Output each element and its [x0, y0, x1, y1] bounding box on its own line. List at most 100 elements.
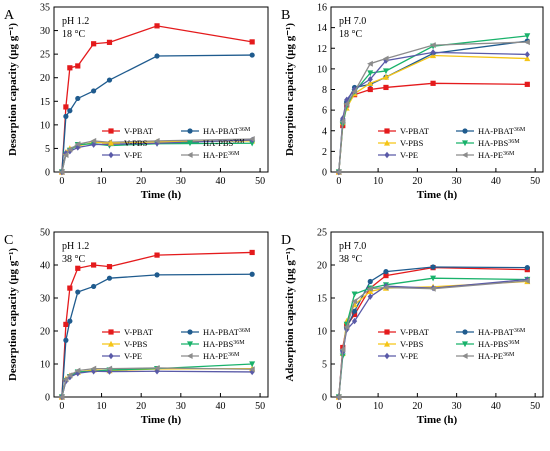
y-tick-label: 20: [40, 327, 50, 338]
data-point: [335, 394, 342, 400]
series-line: [338, 51, 528, 173]
series-ha-pbat-36m: [59, 52, 255, 175]
data-point: [249, 361, 256, 368]
x-tick-label: 20: [412, 401, 422, 412]
legend-item: V-PE: [102, 351, 142, 361]
data-point: [75, 63, 81, 69]
x-tick-label: 10: [373, 176, 383, 187]
data-point: [382, 68, 389, 75]
y-tick-label: 0: [322, 168, 327, 179]
data-point: [66, 372, 73, 379]
condition-ph: pH 1.2: [62, 16, 89, 27]
data-point: [66, 146, 73, 153]
x-tick-label: 10: [373, 401, 383, 412]
condition-temp: 38 °C: [339, 254, 362, 265]
y-tick-label: 16: [317, 3, 327, 14]
panel-a: 0 10 20 30 40 50 0 5 10 15 20 25 30 35 Time (h) Desorpt…: [4, 3, 269, 201]
condition-temp: 18 °C: [62, 29, 85, 40]
series-line: [61, 251, 253, 398]
x-tick-label: 40: [491, 176, 501, 187]
data-point: [67, 285, 73, 291]
legend-swatch-marker: [186, 353, 193, 359]
y-tick-label: 20: [317, 261, 327, 272]
plot-frame: [330, 6, 544, 173]
data-point: [524, 81, 530, 87]
legend-item: V-PBS: [378, 339, 424, 349]
data-point: [249, 52, 255, 58]
legend-item: HA-PBAT36M: [456, 126, 526, 136]
series-line: [61, 25, 253, 173]
y-tick-label: 10: [317, 64, 327, 75]
series-ha-pe-36m: [58, 364, 255, 400]
legend-item: HA-PE36M: [181, 351, 240, 361]
data-point: [106, 39, 113, 45]
data-point: [430, 49, 436, 56]
y-tick-label: 0: [322, 393, 327, 404]
data-point: [351, 88, 358, 95]
data-point: [63, 104, 69, 110]
series-ha-pbs-36m: [335, 275, 531, 401]
panel-letter: D: [281, 233, 291, 248]
legend-swatch-marker: [384, 128, 390, 134]
data-point: [153, 364, 160, 371]
legend-label: HA-PE36M: [478, 351, 515, 361]
legend-label: HA-PBS36M: [478, 339, 520, 349]
legend-swatch-marker: [384, 352, 390, 360]
y-tick-label: 8: [322, 85, 327, 96]
legend-label: V-PBS: [400, 339, 424, 349]
data-point: [153, 137, 160, 144]
data-point: [367, 293, 373, 300]
x-tick-label: 10: [97, 401, 107, 412]
y-tick-label: 5: [322, 360, 327, 371]
data-point: [63, 113, 69, 119]
legend-label: V-PBAT: [124, 327, 154, 337]
legend-item: V-PBS: [102, 138, 148, 148]
data-point: [106, 77, 113, 83]
y-axis-title: Desorption capacity (µg g⁻¹): [7, 248, 19, 381]
x-tick-label: 10: [97, 176, 107, 187]
legend-item: HA-PBS36M: [456, 339, 520, 349]
legend-item: V-PBAT: [378, 327, 430, 337]
data-point: [106, 365, 113, 372]
panel-c: 0 10 20 30 40 50 0 10 20 30 40 50 Time (h) Desorption…: [4, 228, 269, 426]
legend-swatch-marker: [108, 139, 114, 146]
legend-swatch-marker: [462, 341, 468, 348]
legend-swatch-marker: [461, 152, 468, 158]
data-point: [75, 144, 81, 151]
legend: V-PBAT HA-PBAT36M V-PBS HA-PBS36M V-PE HA-PE3…: [378, 126, 526, 160]
condition-ph: pH 7.0: [339, 241, 366, 252]
legend-item: V-PBS: [378, 138, 424, 148]
x-tick-label: 30: [176, 176, 186, 187]
data-point: [524, 33, 531, 40]
data-point: [367, 86, 373, 93]
legend-item: V-PE: [378, 351, 418, 361]
y-tick-label: 14: [317, 23, 327, 34]
y-axis-title: Adsorption capacity (µg g⁻¹): [284, 247, 296, 382]
data-point: [367, 75, 373, 83]
series-v-pbat: [59, 23, 255, 175]
legend-swatch-marker: [186, 152, 193, 158]
legend-swatch-marker: [108, 329, 114, 335]
data-point: [383, 272, 389, 279]
x-tick-label: 20: [136, 401, 146, 412]
data-point: [62, 376, 69, 383]
data-point: [367, 285, 373, 292]
data-point: [430, 80, 436, 86]
legend-item: V-PBS: [102, 339, 148, 349]
data-point: [90, 137, 97, 144]
legend-item: HA-PE36M: [456, 351, 515, 361]
legend-label: V-PE: [124, 150, 142, 160]
panel-letter: B: [281, 8, 290, 23]
data-point: [249, 271, 255, 277]
series-line: [338, 280, 528, 398]
legend-label: V-PBAT: [400, 327, 430, 337]
data-point: [351, 308, 358, 314]
legend-label: HA-PE36M: [478, 150, 515, 160]
data-point: [74, 367, 81, 374]
y-tick-label: 12: [317, 44, 327, 55]
legend-label: V-PBS: [400, 138, 424, 148]
data-point: [249, 140, 256, 147]
legend-label: V-PE: [400, 351, 418, 361]
data-point: [67, 374, 73, 381]
data-point: [524, 265, 530, 271]
